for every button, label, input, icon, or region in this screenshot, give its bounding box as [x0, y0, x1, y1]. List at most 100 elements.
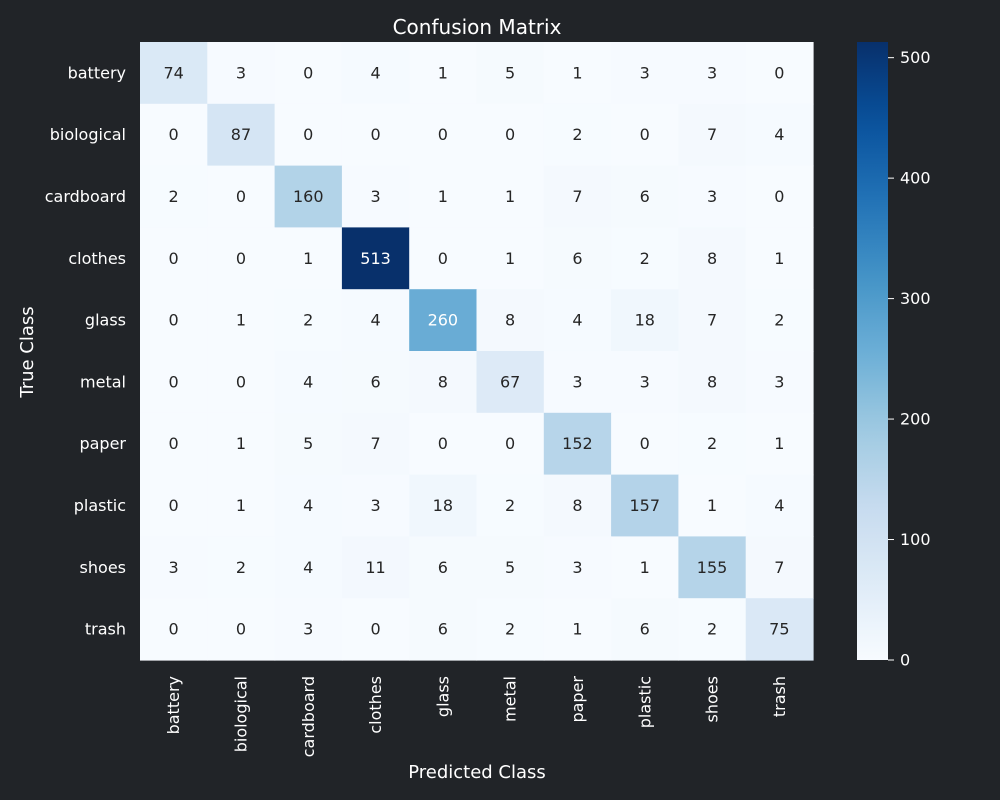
cell-value-label: 18	[433, 496, 453, 515]
cell-value-label: 1	[640, 558, 650, 577]
cell-clothes-metal	[476, 227, 545, 290]
cell-glass-paper	[543, 289, 612, 352]
cell-value-label: 18	[635, 311, 655, 330]
cell-clothes-plastic	[611, 227, 679, 290]
cell-value-label: 6	[572, 249, 582, 268]
cell-value-label: 0	[774, 187, 784, 206]
heatmap-cells	[140, 42, 814, 661]
cell-value-label: 0	[169, 496, 179, 515]
cell-value-label: 0	[169, 249, 179, 268]
cell-value-label: 3	[774, 372, 784, 391]
cell-value-label: 0	[236, 372, 246, 391]
colorbar-tick-label: 100	[900, 530, 931, 549]
cell-biological-cardboard	[274, 103, 343, 167]
cell-value-label: 2	[505, 620, 515, 639]
cell-paper-glass	[409, 412, 478, 476]
cell-value-label: 87	[231, 125, 251, 144]
cell-biological-trash	[745, 103, 814, 167]
cell-value-label: 3	[640, 63, 650, 82]
cell-biological-clothes	[341, 103, 410, 167]
cell-paper-paper	[543, 412, 612, 476]
cell-biological-metal	[476, 103, 545, 167]
cell-paper-biological	[207, 412, 276, 476]
cell-value-label: 0	[370, 125, 380, 144]
cell-shoes-clothes	[341, 536, 410, 599]
cell-glass-cardboard	[274, 289, 343, 352]
cell-glass-plastic	[611, 289, 679, 352]
cell-shoes-glass	[409, 536, 478, 599]
cell-value-label: 75	[769, 620, 789, 639]
cell-glass-clothes	[341, 289, 410, 352]
cell-value-label: 7	[707, 311, 717, 330]
colorbar-tick-label: 200	[900, 410, 931, 429]
x-tick-label: clothes	[366, 676, 385, 734]
cell-value-label: 6	[438, 620, 448, 639]
cell-value-label: 6	[438, 558, 448, 577]
cell-value-label: 152	[562, 434, 593, 453]
cell-value-label: 74	[163, 63, 183, 82]
cell-plastic-shoes	[678, 474, 747, 537]
cell-paper-shoes	[678, 412, 747, 476]
cell-value-label: 2	[707, 620, 717, 639]
cell-biological-paper	[543, 103, 612, 167]
y-tick-labels: battery biological cardboard clothes glass me…	[45, 63, 127, 638]
cell-value-label: 5	[303, 434, 313, 453]
cell-value-label: 3	[303, 620, 313, 639]
cell-value-label: 0	[169, 372, 179, 391]
cell-battery-plastic	[611, 42, 679, 105]
cell-value-label: 5	[505, 63, 515, 82]
cell-value-label: 1	[438, 63, 448, 82]
cell-value-label: 157	[629, 496, 660, 515]
cell-plastic-paper	[543, 474, 612, 537]
cell-value-label: 0	[169, 125, 179, 144]
cell-value-label: 3	[640, 372, 650, 391]
x-tick-labels: battery biological cardboard clothes glass me…	[164, 676, 789, 758]
cell-metal-glass	[409, 351, 478, 414]
y-tick-label: shoes	[80, 558, 126, 577]
cell-cardboard-trash	[745, 165, 814, 228]
cell-value-label: 0	[438, 434, 448, 453]
cell-battery-trash	[745, 42, 814, 105]
cell-value-label: 513	[360, 249, 391, 268]
x-tick-label: plastic	[635, 676, 654, 728]
cell-shoes-trash	[745, 536, 814, 599]
cell-value-label: 67	[500, 372, 520, 391]
cell-value-label: 4	[303, 372, 313, 391]
cell-value-label: 3	[572, 558, 582, 577]
cell-value-label: 2	[169, 187, 179, 206]
cell-value-label: 6	[640, 187, 650, 206]
cell-value-label: 0	[236, 187, 246, 206]
cell-value-label: 0	[640, 125, 650, 144]
cell-paper-trash	[745, 412, 814, 476]
cell-value-label: 4	[774, 496, 784, 515]
cell-biological-glass	[409, 103, 478, 167]
cell-shoes-cardboard	[274, 536, 343, 599]
y-tick-label: metal	[80, 372, 126, 391]
cell-value-label: 1	[774, 249, 784, 268]
cell-value-label: 3	[236, 63, 246, 82]
cell-value-label: 0	[505, 434, 515, 453]
cell-clothes-paper	[543, 227, 612, 290]
x-tick-label: cardboard	[299, 676, 318, 757]
cell-value-label: 260	[428, 311, 459, 330]
cell-glass-trash	[745, 289, 814, 352]
cell-value-label: 2	[505, 496, 515, 515]
cell-value-label: 2	[303, 311, 313, 330]
cell-metal-paper	[543, 351, 612, 414]
cell-plastic-clothes	[341, 474, 410, 537]
cell-value-label: 3	[572, 372, 582, 391]
cell-value-label: 2	[707, 434, 717, 453]
cell-value-label: 3	[370, 496, 380, 515]
cell-value-label: 8	[572, 496, 582, 515]
cell-value-label: 6	[370, 372, 380, 391]
cell-plastic-cardboard	[274, 474, 343, 537]
cell-clothes-shoes	[678, 227, 747, 290]
cell-cardboard-metal	[476, 165, 545, 228]
cell-value-label: 4	[303, 496, 313, 515]
cell-value-label: 1	[774, 434, 784, 453]
cell-plastic-trash	[745, 474, 814, 537]
cell-metal-shoes	[678, 351, 747, 414]
cell-biological-battery	[140, 103, 208, 167]
cell-cardboard-cardboard	[274, 165, 343, 228]
cell-glass-battery	[140, 289, 208, 352]
